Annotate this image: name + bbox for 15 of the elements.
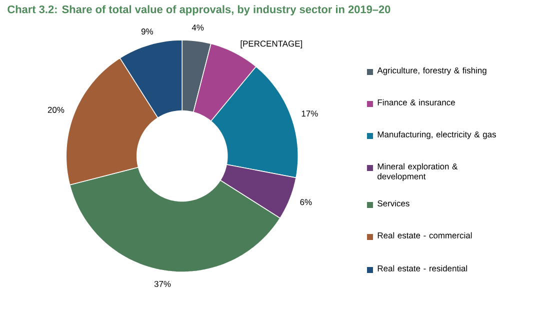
legend-label: Finance & insurance xyxy=(378,99,455,106)
legend-label: Mineral exploration & development xyxy=(378,163,458,182)
data-label: 9% xyxy=(141,28,153,34)
legend-label: Agriculture, forestry & fishing xyxy=(377,67,486,76)
legend-label: Manufacturing, electricity & gas xyxy=(378,131,496,140)
data-label: 17% xyxy=(302,110,318,117)
legend-label: Real estate - commercial xyxy=(378,232,472,238)
data-label: [PERCENTAGE] xyxy=(240,40,302,48)
data-label: 4% xyxy=(192,24,204,31)
legend-label: Services xyxy=(378,200,410,206)
legend-label: Real estate - residential xyxy=(378,265,467,272)
chart-title: Chart 3.2: Share of total value of approvals, by industry sector in 2019–20 xyxy=(8,5,390,16)
data-label: 37% xyxy=(154,280,171,287)
data-label: 6% xyxy=(300,199,312,206)
data-label: 20% xyxy=(48,106,64,113)
